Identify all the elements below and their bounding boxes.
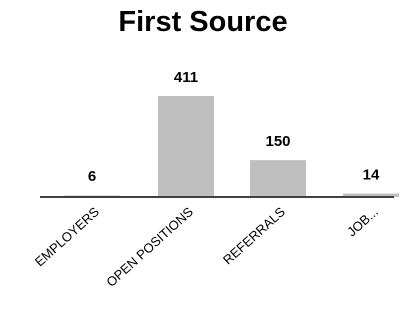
x-tick-labels-group: EMPLOYERS OPEN POSITIONS REFERRALS JOB... bbox=[32, 204, 381, 290]
bar-1 bbox=[158, 96, 214, 197]
data-labels-group: 6 411 150 14 bbox=[88, 69, 380, 185]
data-label-1: 411 bbox=[174, 69, 198, 86]
chart-title: First Source bbox=[118, 6, 288, 38]
x-tick-label-3: JOB... bbox=[344, 204, 381, 239]
bars-group bbox=[64, 96, 399, 197]
x-tick-label-2: REFERRALS bbox=[220, 204, 288, 268]
bar-2 bbox=[250, 160, 306, 197]
data-label-3: 14 bbox=[363, 167, 380, 184]
x-tick-label-0: EMPLOYERS bbox=[32, 204, 102, 270]
data-label-2: 150 bbox=[265, 133, 290, 150]
x-tick-label-1: OPEN POSITIONS bbox=[103, 204, 196, 290]
data-label-0: 6 bbox=[88, 168, 96, 185]
bar-3 bbox=[343, 193, 399, 197]
